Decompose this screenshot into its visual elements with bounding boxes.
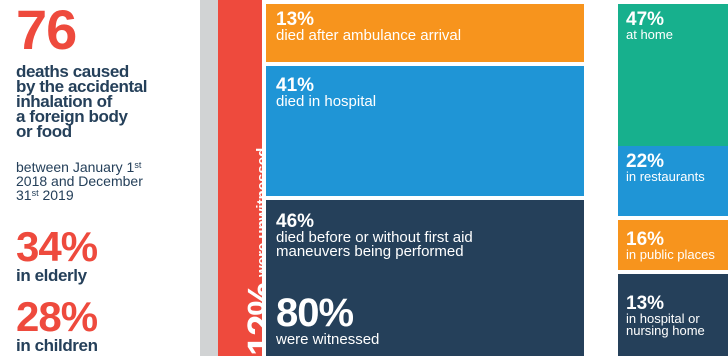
home-block: 47% at home [618,4,728,146]
unwitnessed-bar [218,0,262,356]
restaurants-block: 22% in restaurants [618,146,728,216]
deaths-line: or food [16,122,72,141]
children-percent: 28% [16,293,98,340]
children-label: in children [16,336,98,355]
witnessed-label: were witnessed [276,331,380,348]
home-percent: 47% [626,9,665,30]
period-line-1: between January 1 [16,159,135,175]
deaths-line: deaths caused [16,62,129,81]
elderly-label: in elderly [16,266,87,285]
restaurants-label: in restaurants [626,169,705,184]
hospital-nursing-label-2: nursing home [626,323,705,338]
deaths-line: inhalation of [16,92,112,111]
period-line-3-num: 31 [16,187,32,203]
public-places-label: in public places [626,247,715,262]
grey-strip [200,0,218,356]
before-first-aid-percent: 46% [276,211,315,232]
home-label: at home [626,27,673,42]
hospital-nursing-block: 13% in hospital or nursing home [618,274,728,356]
hospital-percent: 41% [276,75,315,96]
after-ambulance-percent: 13% [276,9,315,30]
after-ambulance-block: 13% died after ambulance arrival [266,4,584,62]
hospital-block: 41% died in hospital [266,66,584,196]
period-sup-1: st [134,160,142,170]
period-line-3-rest: 2019 [38,187,74,203]
deaths-line: a foreign body [16,107,128,126]
witnessed-block: 46% died before or without first aid man… [266,200,584,356]
witnessed-percent: 80% [276,291,354,335]
restaurants-percent: 22% [626,151,665,172]
period-sup-3: st [31,188,39,198]
after-ambulance-label: died after ambulance arrival [276,27,462,44]
period-line-2: 2018 and December [16,173,143,189]
before-first-aid-label-2: maneuvers being performed [276,243,464,260]
deaths-description: deaths caused by the accidental inhalati… [16,62,148,141]
period-text: between January 1st 2018 and December 31… [16,160,143,202]
hospital-nursing-percent: 13% [626,293,665,314]
hospital-nursing-label-1: in hospital or [626,311,700,326]
public-places-percent: 16% [626,229,665,250]
hospital-label: died in hospital [276,93,377,110]
elderly-percent: 34% [16,223,98,270]
deaths-count: 76 [16,0,77,61]
public-places-block: 16% in public places [618,220,728,270]
before-first-aid-label-1: died before or without first aid [276,229,473,246]
deaths-line: by the accidental [16,77,148,96]
